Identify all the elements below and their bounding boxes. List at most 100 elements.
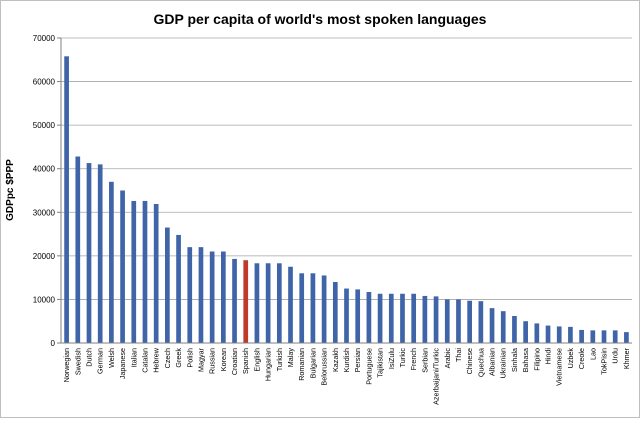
y-tick-label: 10000 [33,295,56,304]
bar-kurdish [344,288,349,343]
x-tick-label: Turkic [398,348,407,368]
x-tick-label: Albanian [488,348,497,376]
x-tick-label: Kazakh [331,348,340,372]
bar-malay [288,266,293,343]
x-tick-label: Welsh [107,348,116,368]
y-tick-label: 50000 [33,121,56,130]
bar-tokpisin [601,330,607,343]
x-tick-label: Uzbek [566,348,575,369]
bar-hungarian [265,263,271,343]
x-tick-label: Japanese [118,348,127,379]
x-tick-label: French [409,348,418,370]
bar-arabic [444,299,450,343]
x-tick-label: Belorussian [320,348,329,386]
x-tick-label: Creole [577,348,586,369]
y-axis-label: GDPpc $PPP [5,159,16,221]
x-tick-label: Persian [353,348,362,372]
y-tick-label: 30000 [33,208,56,217]
bar-turkic [400,293,405,343]
bar-thai [456,299,461,343]
bar-ukrainian [500,311,506,343]
x-tick-label: Swedish [73,348,82,375]
x-tick-label: Urdu [611,348,620,364]
y-tick-label: 70000 [33,34,56,43]
bar-serbian [422,295,428,343]
x-tick-label: Dutch [84,348,93,367]
x-tick-label: Serbian [420,348,429,373]
x-tick-label: Russian [208,348,217,374]
bar-bahasa [523,321,528,343]
bar-urdu [612,330,618,343]
bar-chinese [467,300,473,343]
chart-title: GDP per capita of world's most spoken la… [154,11,487,27]
x-tick-label: Chinese [465,348,474,374]
x-tick-label: Quechua [476,348,485,377]
bar-swedish [75,156,81,343]
x-tick-label: Czech [163,348,172,368]
x-tick-label: Bahasa [521,348,530,372]
y-tick-label: 60000 [33,78,56,87]
bar-azerbaijani-turkic [433,296,439,343]
bar-croatian [232,258,237,343]
x-tick-label: Catalan [140,348,149,373]
bar-italian [131,200,137,343]
bar-tajikistan [377,293,383,343]
x-tick-label: Sinhala [510,348,519,372]
bar-spanish [243,260,249,343]
bar-dutch [86,163,92,343]
bar-german [97,164,103,343]
bar-filipino [534,323,540,343]
bar-hebrew [153,204,159,343]
bar-turkish [276,263,282,343]
x-tick-labels: Norwegian Swedish Dutch German Welsh Japanese… [62,347,631,405]
bar-lao [590,330,596,343]
x-tick-label: English [252,348,261,372]
y-tick-label: 40000 [33,165,56,174]
bar-creole [579,329,584,343]
x-tick-label: TokPisin [600,348,609,375]
x-tick-label: Hebrew [152,347,161,373]
x-tick-label: Bulgarian [308,348,317,378]
x-tick-label: Lao [588,348,597,360]
x-tick-label: Polish [185,348,194,368]
x-tick-label: Thai [454,348,463,362]
bar-french [411,293,417,343]
x-tick-label: Turkish [275,348,284,371]
bar-czech [165,227,170,343]
bar-isizulu [388,293,394,343]
bar-persian [355,289,361,343]
x-tick-label: Arabic [443,348,452,369]
x-tick-label: Hindi [544,348,553,365]
x-tick-label: Azerbaijani/Turkic [432,348,441,405]
x-tick-label: Kurdish [342,348,351,372]
y-tick-label: 20000 [33,252,56,261]
bar-welsh [109,181,114,343]
x-tick-label: Portuguese [364,348,373,385]
bar-polish [187,247,193,343]
x-tick-label: German [96,348,105,374]
bar-albanian [489,308,495,343]
bar-bulgarian [310,273,316,343]
x-tick-label: Romanian [297,348,306,381]
axes [57,37,632,344]
bar-english [254,263,260,343]
x-tick-label: Croatian [230,348,239,375]
bar-hindi [545,325,551,343]
bar-khmer [624,332,629,343]
y-tick-labels: 0 10000 20000 30000 40000 50000 60000 70000 [33,34,56,348]
x-tick-label: Vietnamese [555,348,564,386]
bar-romanian [299,273,305,343]
bar-norwegian [64,56,69,344]
bar-kazakh [332,282,338,343]
x-tick-label: Hungarian [264,348,273,381]
bar-magyar [198,247,204,343]
bars [64,56,629,344]
bar-russian [209,251,215,343]
x-tick-label: Greek [174,348,183,368]
x-tick-label: Korean [219,348,228,371]
bar-vietnamese [556,326,562,343]
x-tick-label: Tajikistan [376,348,385,378]
x-tick-label: Italian [129,348,138,367]
